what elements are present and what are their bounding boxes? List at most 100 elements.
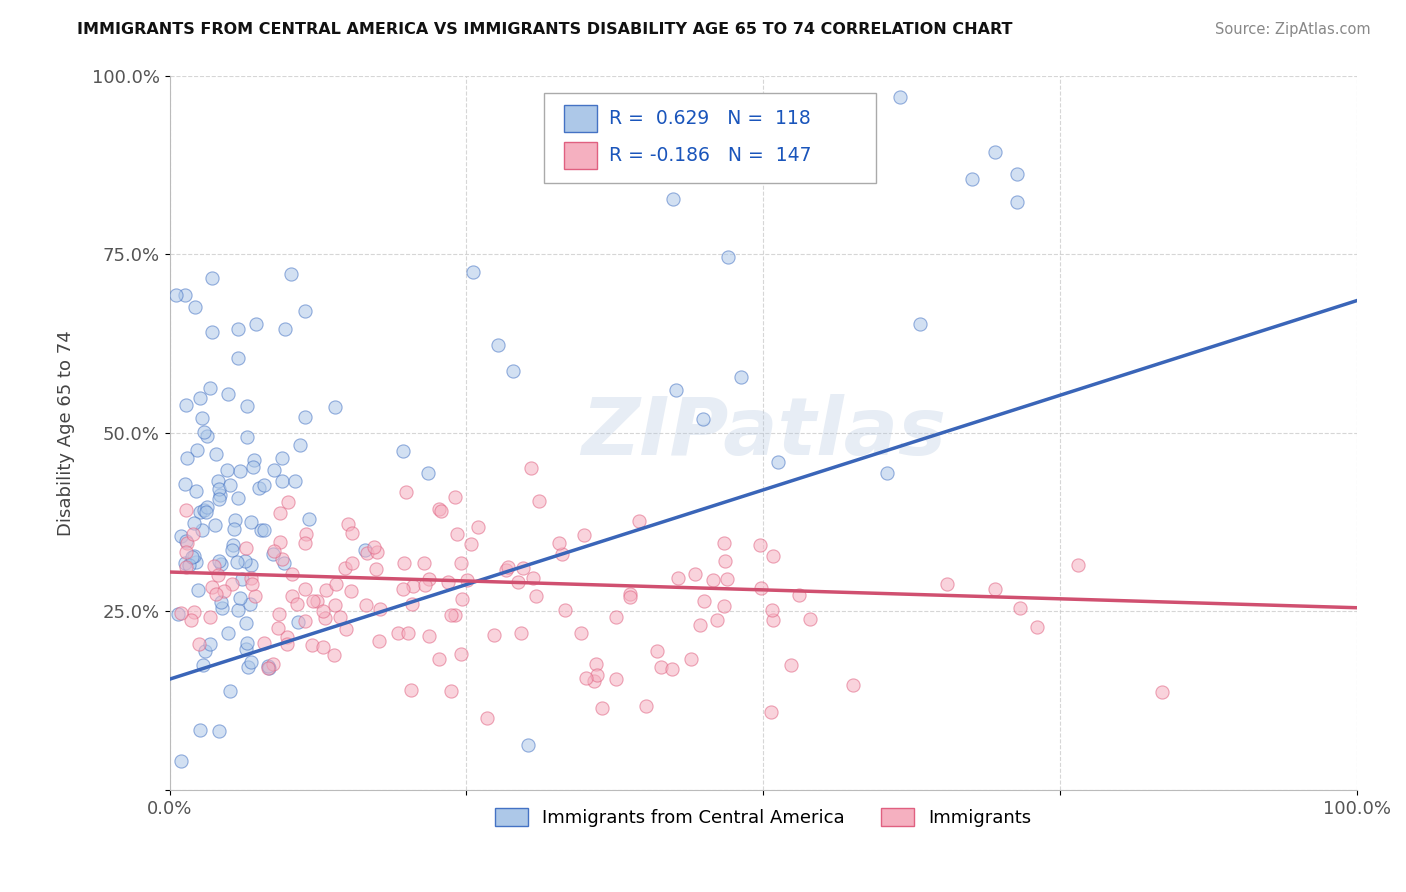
Point: [218, 477, 240, 491]
Point: [461, 265, 484, 279]
Point: [276, 637, 298, 651]
Point: [517, 738, 540, 752]
Point: [170, 755, 193, 769]
Point: [167, 607, 190, 621]
Point: [430, 504, 453, 518]
Point: [207, 568, 229, 582]
Point: [174, 556, 197, 570]
Point: [195, 500, 218, 515]
Point: [582, 673, 605, 688]
Point: [207, 474, 229, 488]
Point: [661, 662, 683, 676]
Point: [208, 723, 231, 738]
Point: [689, 617, 711, 632]
Point: [427, 502, 450, 516]
Point: [662, 193, 685, 207]
Point: [416, 466, 439, 480]
Point: [222, 538, 245, 552]
Point: [340, 583, 363, 598]
Point: [236, 430, 259, 444]
Point: [250, 523, 273, 537]
Point: [184, 300, 207, 314]
Point: [548, 536, 571, 550]
Point: [748, 538, 770, 552]
Text: IMMIGRANTS FROM CENTRAL AMERICA VS IMMIGRANTS DISABILITY AGE 65 TO 74 CORRELATIO: IMMIGRANTS FROM CENTRAL AMERICA VS IMMIG…: [77, 22, 1012, 37]
Point: [181, 549, 204, 564]
Point: [301, 593, 323, 607]
Point: [787, 588, 810, 602]
Point: [512, 561, 534, 575]
Point: [221, 576, 243, 591]
Point: [188, 723, 211, 738]
Point: [762, 549, 785, 563]
Point: [368, 634, 391, 648]
FancyBboxPatch shape: [564, 142, 598, 169]
FancyBboxPatch shape: [564, 105, 598, 132]
Point: [370, 602, 392, 616]
Point: [889, 90, 911, 104]
Point: [714, 554, 737, 568]
Point: [294, 614, 316, 628]
Point: [759, 705, 782, 719]
Point: [591, 700, 613, 714]
Point: [713, 599, 735, 614]
Point: [295, 527, 318, 541]
Point: [231, 572, 253, 586]
Point: [276, 495, 298, 509]
Point: [605, 672, 627, 686]
Point: [605, 610, 627, 624]
Point: [527, 494, 550, 508]
Point: [1150, 684, 1173, 698]
Point: [195, 505, 218, 519]
Point: [188, 637, 211, 651]
Point: [287, 615, 309, 629]
Point: [235, 541, 257, 556]
Point: [280, 267, 302, 281]
Point: [238, 659, 260, 673]
Point: [1025, 620, 1047, 634]
Point: [200, 381, 222, 395]
Point: [198, 637, 221, 651]
Point: [174, 545, 197, 559]
Point: [749, 581, 772, 595]
Point: [285, 597, 308, 611]
Point: [645, 644, 668, 658]
Point: [270, 474, 292, 488]
Point: [170, 607, 193, 621]
Point: [204, 518, 226, 533]
Point: [176, 535, 198, 549]
Point: [780, 658, 803, 673]
Point: [340, 526, 363, 541]
Point: [586, 667, 609, 681]
Point: [366, 544, 388, 558]
Point: [1005, 195, 1028, 210]
Point: [418, 572, 440, 586]
Point: [184, 555, 207, 569]
Point: [186, 484, 208, 499]
Point: [281, 589, 304, 603]
Point: [766, 455, 789, 469]
Point: [267, 621, 290, 635]
Point: [634, 698, 657, 713]
Point: [554, 603, 576, 617]
Point: [165, 288, 187, 302]
Point: [984, 145, 1007, 160]
Point: [908, 317, 931, 331]
Point: [402, 579, 425, 593]
Point: [271, 552, 294, 566]
Point: [239, 558, 262, 573]
Point: [391, 444, 413, 458]
Point: [269, 506, 291, 520]
Point: [176, 451, 198, 466]
Point: [356, 546, 378, 560]
Text: ZIPatlas: ZIPatlas: [581, 393, 946, 472]
Point: [340, 556, 363, 570]
Point: [486, 337, 509, 351]
Point: [312, 640, 335, 654]
Point: [183, 549, 205, 563]
Point: [253, 478, 276, 492]
Point: [551, 547, 574, 561]
Point: [984, 582, 1007, 596]
Point: [205, 447, 228, 461]
Point: [450, 556, 472, 570]
